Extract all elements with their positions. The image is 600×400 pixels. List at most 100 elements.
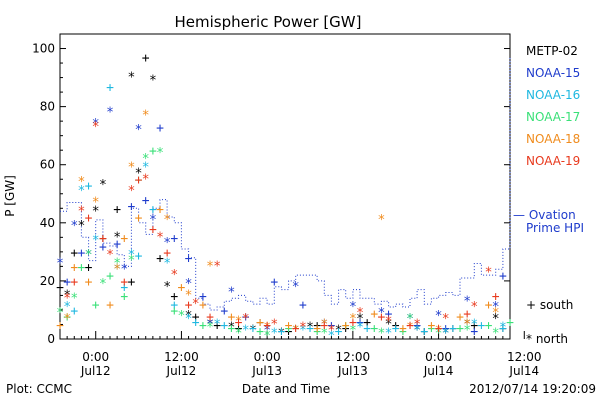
noaa-17-south-point: + <box>428 321 436 336</box>
noaa-18-south-point: + <box>370 307 378 322</box>
noaa-17-south-point: + <box>106 269 114 284</box>
noaa-18-south-point: + <box>399 321 407 336</box>
noaa-15-south-point: + <box>63 275 71 290</box>
x-tick-date-label: Jul14 <box>508 364 539 378</box>
metp-02-north-point: * <box>163 280 171 295</box>
metp-02-south-point: + <box>99 231 107 246</box>
noaa-17-north-point: * <box>378 326 386 341</box>
noaa-15-south-point: + <box>385 307 393 322</box>
legend: METP-02 NOAA-15 NOAA-16 NOAA-17 NOAA-18 NOAA-… <box>526 44 580 168</box>
noaa-18-south-point: + <box>285 318 293 333</box>
noaa-18-north-point: * <box>463 318 471 333</box>
noaa-19-south-point: + <box>85 211 93 226</box>
noaa-16-south-point: + <box>135 249 143 264</box>
metp-02-north-point: * <box>185 309 193 324</box>
noaa-16-south-point: + <box>85 179 93 194</box>
noaa-15-south-point: + <box>128 199 136 214</box>
y-tick-label: 40 <box>40 216 55 230</box>
x-tick-time-label: 0:00 <box>82 350 109 364</box>
metp-02-south-point: + <box>142 51 150 66</box>
noaa-19-south-point: + <box>120 275 128 290</box>
noaa-15-south-point: + <box>185 252 193 267</box>
noaa-19-south-point: + <box>349 316 357 331</box>
noaa-18-south-point: + <box>485 298 493 313</box>
y-tick-label: 100 <box>32 42 55 56</box>
noaa-16-south-point: + <box>70 304 78 319</box>
noaa-18-north-point: * <box>235 315 243 330</box>
noaa-18-south-point: + <box>313 321 321 336</box>
noaa-15-north-point: * <box>106 106 114 121</box>
noaa-18-north-point: * <box>163 213 171 228</box>
noaa-19-north-point: * <box>213 259 221 274</box>
noaa-15-south-point: + <box>499 269 507 284</box>
noaa-19-south-point: + <box>263 318 271 333</box>
y-tick-label: 60 <box>40 158 55 172</box>
noaa-15-north-point: * <box>92 117 100 132</box>
metp-02-north-point: * <box>63 289 71 304</box>
noaa-15-south-point: + <box>270 275 278 290</box>
metp-02-south-point: + <box>56 281 64 296</box>
noaa-15-north-point: * <box>135 123 143 138</box>
chart-title: Hemispheric Power [GW] <box>175 13 362 31</box>
metp-02-south-point: + <box>213 318 221 333</box>
x-tick-date-label: Jul12 <box>80 364 111 378</box>
noaa-19-north-point: * <box>470 300 478 315</box>
x-tick-time-label: 12:00 <box>507 350 542 364</box>
noaa-16-south-point: + <box>449 321 457 336</box>
metp-02-north-point: * <box>442 326 450 341</box>
noaa-16-south-point: + <box>120 281 128 296</box>
noaa-19-south-point: + <box>378 310 386 325</box>
noaa-15-north-point: * <box>320 318 328 333</box>
noaa-15-north-point: * <box>85 248 93 263</box>
noaa-15-south-point: + <box>299 298 307 313</box>
noaa-17-north-point: * <box>492 326 500 341</box>
noaa-19-south-point: + <box>70 275 78 290</box>
noaa-17-south-point: + <box>506 316 514 331</box>
noaa-18-south-point: + <box>228 310 236 325</box>
noaa-18-north-point: * <box>406 320 414 335</box>
noaa-17-south-point: + <box>228 321 236 336</box>
noaa-15-south-point: + <box>78 246 86 261</box>
x-axis: 0:00Jul1212:00Jul120:00Jul1312:00Jul130:… <box>59 331 542 378</box>
metp-02-north-point: * <box>78 219 86 234</box>
noaa-17-north-point: * <box>435 326 443 341</box>
metp-02-north-point: * <box>278 326 286 341</box>
noaa-19-north-point: * <box>485 265 493 280</box>
x-tick-date-label: Jul12 <box>166 364 197 378</box>
symbol-legend-south: + south <box>526 298 573 312</box>
noaa-18-north-point: * <box>63 312 71 327</box>
metp-02-south-point: + <box>235 321 243 336</box>
noaa-17-south-point: + <box>456 321 464 336</box>
metp-02-south-point: + <box>449 321 457 336</box>
noaa-17-south-point: + <box>149 144 157 159</box>
noaa-17-south-point: + <box>485 318 493 333</box>
noaa-16-north-point: * <box>499 320 507 335</box>
ovation-label-line2: Prime HPI <box>526 221 584 235</box>
noaa-15-north-point: * <box>206 318 214 333</box>
noaa-17-north-point: * <box>85 248 93 263</box>
metp-02-south-point: + <box>256 316 264 331</box>
noaa-15-north-point: * <box>120 262 128 277</box>
noaa-16-north-point: * <box>185 312 193 327</box>
noaa-15-south-point: + <box>220 304 228 319</box>
noaa-16-north-point: * <box>299 323 307 338</box>
noaa-16-south-point: + <box>149 202 157 217</box>
metp-02-south-point: + <box>342 321 350 336</box>
noaa-17-north-point: * <box>349 323 357 338</box>
metp-02-south-point: + <box>113 202 121 217</box>
noaa-19-south-point: + <box>406 318 414 333</box>
legend-entry-metp-02: METP-02 <box>526 44 578 58</box>
metp-02-north-point: * <box>228 320 236 335</box>
noaa-18-south-point: + <box>342 318 350 333</box>
noaa-17-north-point: * <box>70 291 78 306</box>
noaa-19-north-point: * <box>128 184 136 199</box>
x-tick-time-label: 0:00 <box>425 350 452 364</box>
x-tick-date-label: Jul13 <box>337 364 368 378</box>
metp-02-south-point: + <box>499 321 507 336</box>
noaa-15-south-point: + <box>156 121 164 136</box>
noaa-15-south-point: + <box>470 324 478 339</box>
noaa-16-south-point: + <box>220 318 228 333</box>
noaa-19-north-point: * <box>356 306 364 321</box>
noaa-19-south-point: + <box>435 321 443 336</box>
